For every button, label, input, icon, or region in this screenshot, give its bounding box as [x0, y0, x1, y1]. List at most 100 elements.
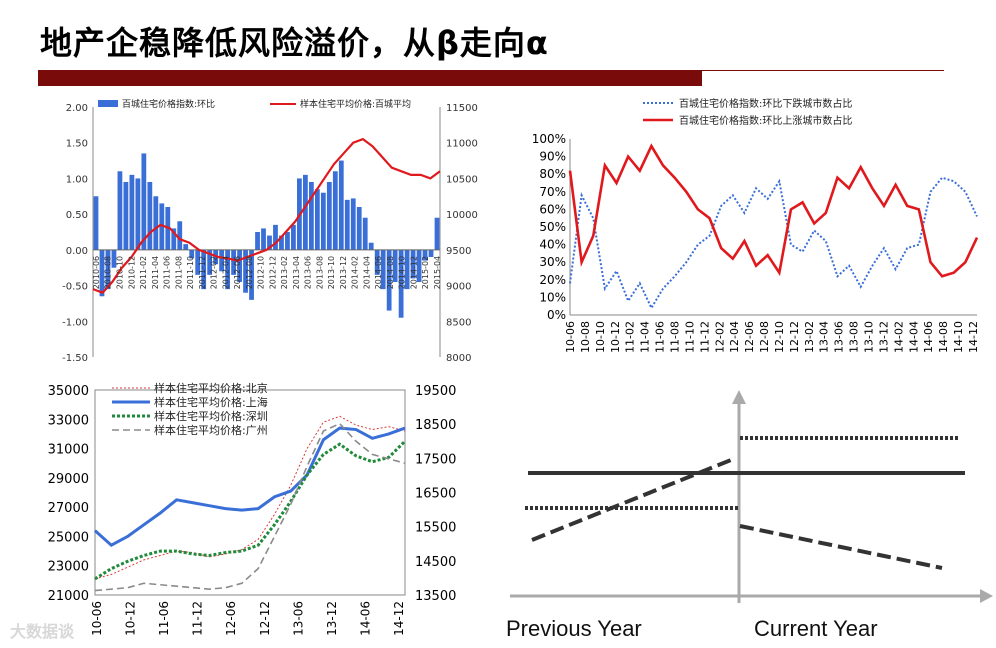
bar	[404, 249, 410, 290]
bar	[314, 189, 320, 250]
x-tick-label: 2013-12	[339, 256, 348, 289]
bar	[356, 207, 362, 250]
bar	[302, 174, 308, 250]
bar	[428, 249, 434, 257]
series-line-rising	[568, 143, 979, 278]
x-label-current: Current Year	[754, 616, 878, 641]
legend-label: 百城住宅价格指数:环比上涨城市数占比	[679, 114, 852, 127]
bar	[392, 249, 398, 282]
series-line-shanghai	[93, 426, 406, 548]
bar	[111, 249, 117, 268]
legend-label: 样本住宅平均价格:百城平均	[300, 98, 411, 110]
bar	[344, 199, 350, 250]
y-tick-label: 80%	[539, 167, 566, 181]
diagram-beta-alpha: Previous Year Current Year	[506, 390, 993, 641]
chart-price-index-mom: 2.00 1.50 1.00 0.50 0.00 -0.50 -1.00 -1.50 11500…	[62, 98, 478, 364]
x-tick-label: 14-02	[892, 321, 905, 353]
bar	[243, 249, 248, 293]
x-tick-label: 2012-04	[221, 256, 230, 289]
x-tick-label: 2011-02	[139, 256, 148, 289]
right-tick-label: 11000	[446, 139, 478, 150]
legend-swatch-bar	[98, 100, 118, 107]
right-tick-label: 10500	[446, 174, 478, 185]
y-axis-arrow	[732, 390, 746, 404]
bar	[326, 182, 332, 250]
left-tick-label: 0.50	[66, 210, 88, 221]
bar	[147, 182, 153, 250]
series-line-falling	[569, 176, 978, 311]
x-tick-label: 11-06	[654, 321, 667, 353]
x-tick-label: 2012-06	[233, 256, 242, 289]
title-underline-rule	[702, 70, 944, 71]
y-tick-label: 40%	[539, 238, 566, 252]
bar	[153, 196, 159, 250]
x-tick-label: 2014-10	[398, 256, 407, 289]
bar	[99, 249, 105, 297]
bar	[308, 182, 314, 250]
x-tick-label: 13-04	[818, 321, 831, 353]
left-tick-label: 35000	[48, 384, 89, 399]
bar	[159, 203, 165, 250]
left-tick-label: -1.50	[62, 353, 88, 364]
bar	[129, 174, 135, 250]
x-tick-label: 2013-06	[304, 256, 313, 289]
chart-city-prices: 35000 33000 31000 29000 27000 25000 23000 21000…	[48, 381, 457, 636]
bar	[273, 224, 278, 250]
x-tick-label: 2012-10	[257, 256, 266, 289]
x-tick-label: 13-02	[803, 321, 816, 353]
right-tick-label: 8500	[446, 317, 471, 328]
bar	[374, 249, 380, 275]
bar	[285, 232, 290, 250]
bar	[261, 228, 266, 250]
series-line-shenzhen	[94, 440, 407, 581]
bar	[332, 171, 338, 250]
x-tick-label: 11-06	[157, 601, 171, 636]
y-tick-label: 60%	[539, 202, 566, 216]
page-title: 地产企稳降低风险溢价，从β走向α	[40, 24, 549, 62]
legend-label: 样本住宅平均价格:北京	[154, 381, 268, 395]
x-tick-label: 11-02	[624, 321, 637, 353]
x-tick-label: 2011-04	[151, 256, 160, 289]
left-tick-label: 27000	[48, 501, 89, 516]
right-tick-label: 16500	[415, 487, 456, 502]
watermark: 大数据谈	[10, 622, 75, 641]
left-tick-label: 25000	[48, 530, 89, 545]
right-tick-label: 8000	[446, 353, 471, 364]
x-tick-label: 14-06	[922, 321, 935, 353]
x-tick-label: 2015-04	[433, 256, 442, 289]
x-tick-label: 12-02	[713, 321, 726, 353]
bar	[410, 249, 416, 279]
right-tick-label: 14500	[415, 555, 456, 570]
x-tick-label: 14-04	[907, 321, 920, 353]
bar	[135, 178, 141, 250]
y-tick-label: 0%	[547, 308, 566, 322]
x-axis-arrow	[980, 589, 993, 603]
dashed-rising-line	[531, 456, 737, 542]
left-tick-label: 2.00	[66, 103, 88, 114]
legend-label: 百城住宅价格指数:环比下跌城市数占比	[679, 97, 852, 110]
legend-label: 样本住宅平均价格:上海	[154, 395, 268, 409]
x-tick-label: 12-08	[758, 321, 771, 353]
bar	[183, 244, 189, 250]
bar	[362, 217, 368, 250]
x-tick-label: 14-08	[937, 321, 950, 353]
x-tick-label: 14-12	[967, 321, 980, 353]
x-tick-label: 13-06	[291, 601, 305, 636]
bar	[225, 249, 231, 290]
bar	[422, 249, 428, 261]
bar	[320, 192, 326, 250]
left-tick-label: 33000	[48, 413, 89, 428]
bar	[171, 228, 177, 250]
bar	[141, 153, 147, 250]
legend-label: 百城住宅价格指数:环比	[122, 98, 215, 110]
bar	[249, 249, 254, 300]
y-tick-label: 70%	[539, 185, 566, 199]
right-tick-label: 9500	[446, 246, 471, 257]
bar	[231, 249, 236, 275]
x-tick-label: 10-08	[579, 321, 592, 353]
left-tick-label: 1.50	[66, 139, 88, 150]
right-tick-label: 19500	[415, 384, 456, 399]
y-tick-label: 20%	[539, 273, 566, 287]
x-tick-label: 13-06	[833, 321, 846, 353]
x-tick-label: 2012-02	[210, 256, 219, 289]
